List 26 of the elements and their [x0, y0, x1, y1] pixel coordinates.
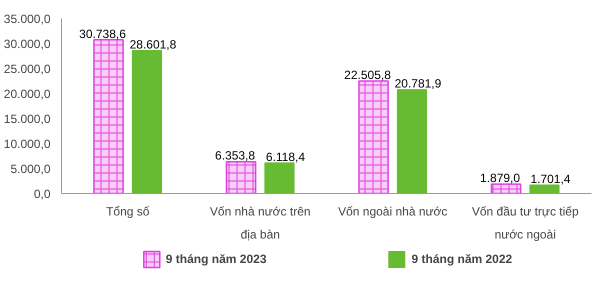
data-label: 20.781,9: [394, 76, 442, 91]
bar: [132, 50, 162, 194]
data-label: 28.601,8: [130, 37, 177, 52]
category-label: Vốn đầu tư trực tiếp nước ngoài: [472, 204, 579, 242]
data-label: 6.353,8: [215, 148, 256, 163]
data-label: 30.738,6: [79, 26, 126, 41]
data-label: 1.701,4: [530, 172, 571, 186]
legend-label: 9 tháng năm 2022: [412, 252, 512, 266]
bar: [264, 162, 295, 194]
y-tick-label: 0,0: [34, 187, 51, 201]
bar: [396, 89, 428, 194]
bar: [529, 184, 560, 194]
x-tick-label: Vốn ngoài nhà nước: [338, 204, 448, 218]
data-label: 6.118,4: [266, 150, 306, 164]
legend-label: 9 tháng năm 2023: [166, 252, 266, 266]
y-tick-label: 25.000,0: [4, 62, 51, 76]
category-label: Vốn nhà nước trên địa bàn: [210, 204, 311, 242]
x-tick-label: Tổng số: [106, 204, 150, 218]
y-tick-label: 10.000,0: [4, 137, 51, 151]
y-tick-label: 35.000,0: [4, 12, 51, 26]
y-tick-label: 15.000,0: [4, 112, 51, 126]
y-tick-label: 20.000,0: [4, 87, 51, 101]
data-label: 1.879,0: [480, 171, 520, 186]
data-label: 22.505,8: [344, 68, 392, 82]
y-tick-label: 5.000,0: [10, 162, 51, 176]
y-tick-label: 30.000,0: [4, 37, 51, 51]
